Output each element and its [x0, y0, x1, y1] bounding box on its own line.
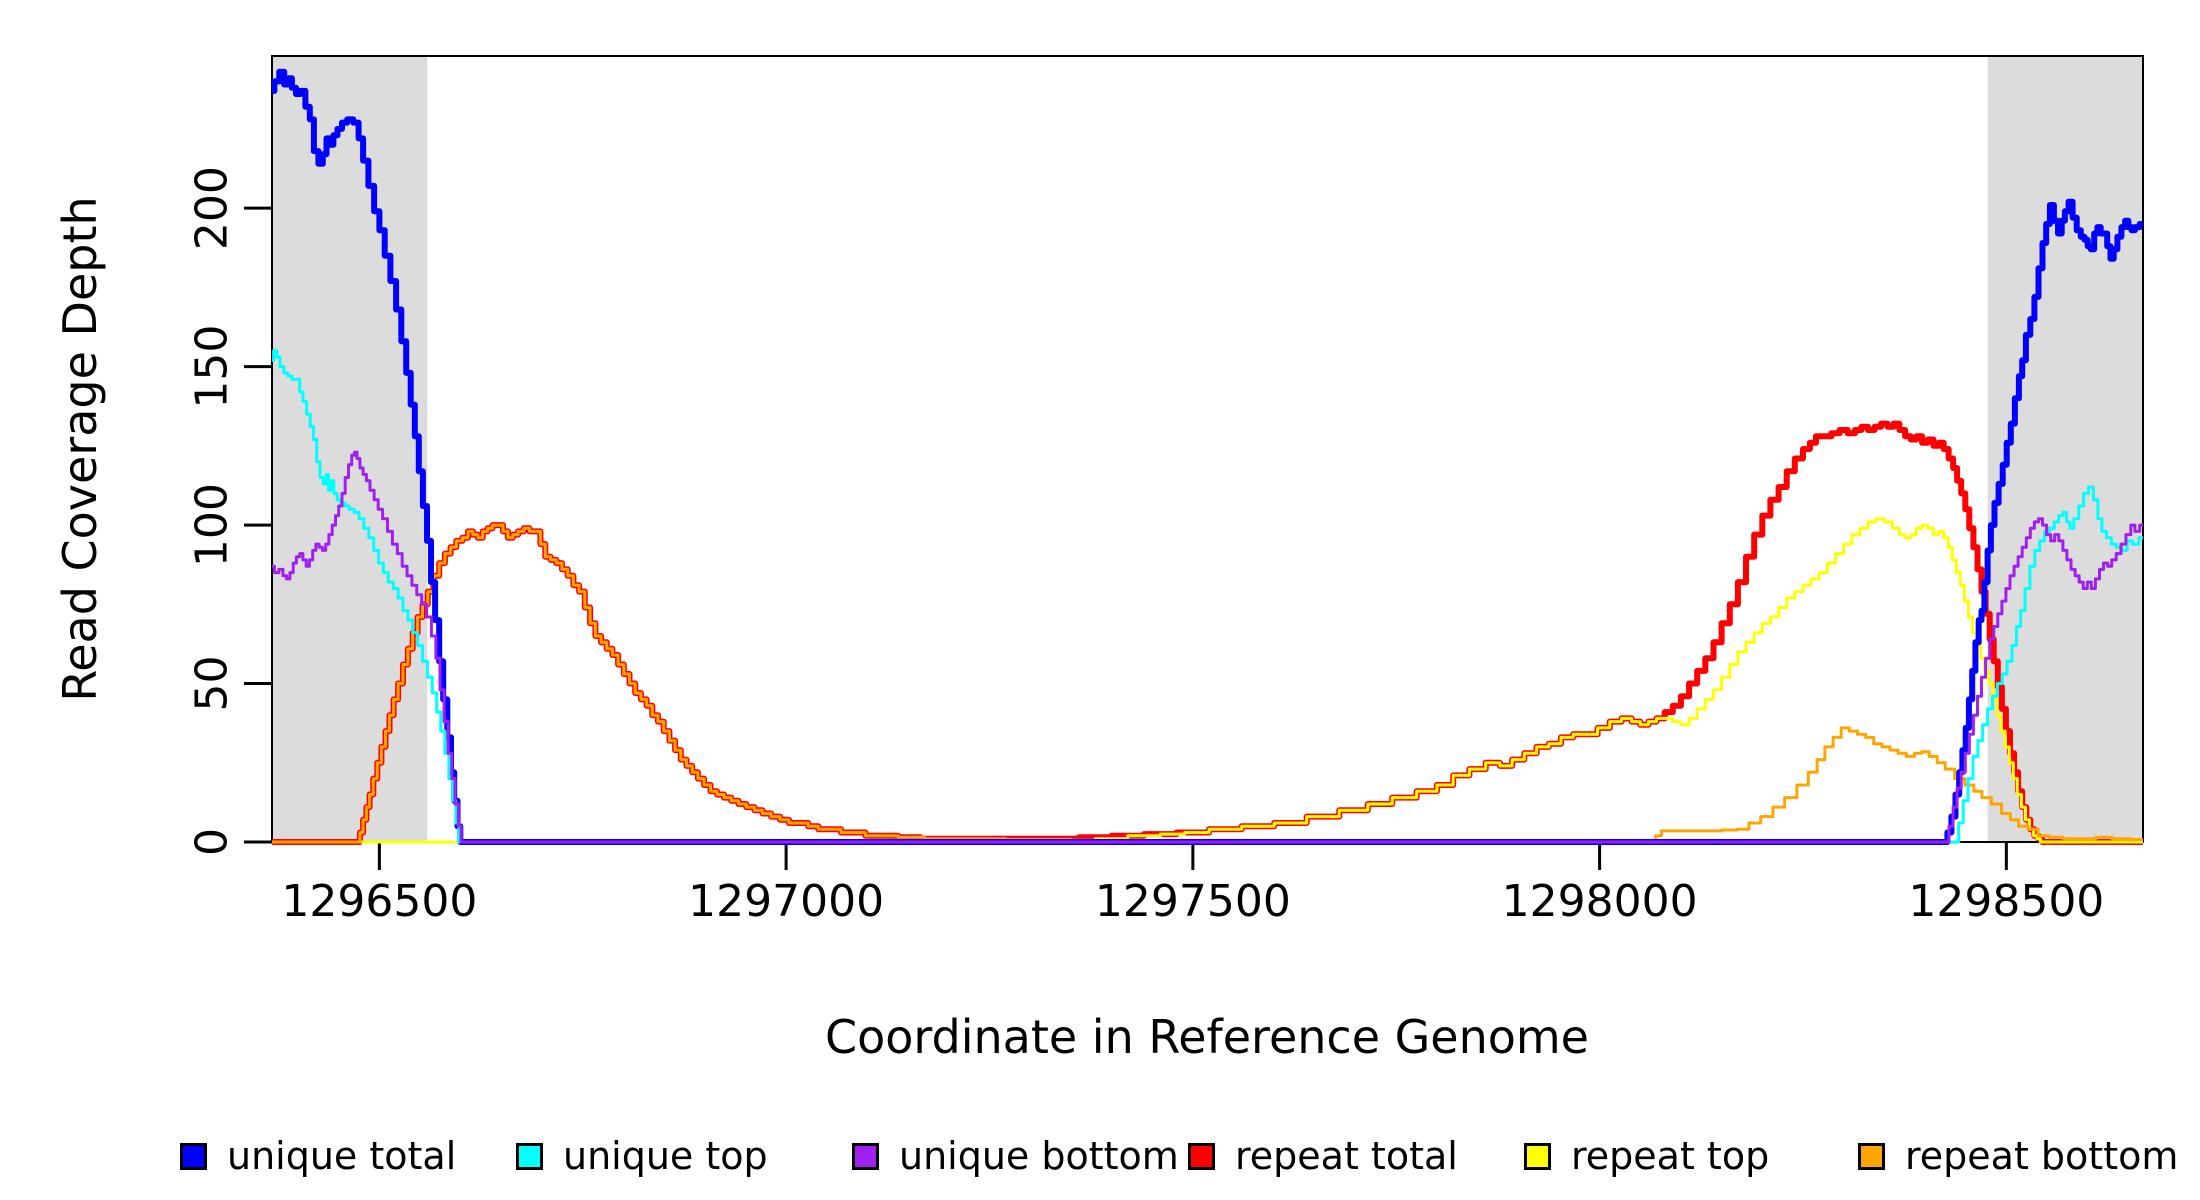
legend-label: repeat top [1571, 1134, 1770, 1178]
series-unique-total [271, 68, 2143, 845]
plot-border [271, 55, 2144, 843]
legend-item-unique-bottom: unique bottom [852, 1128, 1179, 1184]
right-gray-band [1987, 57, 2143, 841]
legend-swatch-repeat-total [1188, 1142, 1215, 1170]
legend-item-unique-total: unique total [180, 1128, 456, 1184]
legend-swatch-repeat-top [1524, 1142, 1551, 1170]
y-tick-label: 50 [187, 656, 238, 712]
series-repeat-total [272, 420, 2143, 845]
legend-item-repeat-bottom: repeat bottom [1858, 1128, 2178, 1184]
series-repeat-top [272, 517, 2143, 844]
x-tick-label: 1298000 [1502, 876, 1698, 927]
legend-label: repeat total [1235, 1134, 1458, 1178]
legend-swatch-unique-top [516, 1142, 543, 1170]
y-tick-label: 200 [187, 166, 238, 250]
left-gray-band [272, 57, 428, 841]
series-unique-top [272, 349, 2143, 844]
x-axis-title: Coordinate in Reference Genome [825, 1010, 1589, 1064]
series-repeat-bottom [272, 523, 2143, 844]
legend-item-repeat-total: repeat total [1188, 1128, 1458, 1184]
legend-label: unique total [227, 1134, 457, 1178]
legend-item-unique-top: unique top [516, 1128, 768, 1184]
legend-label: unique bottom [899, 1134, 1179, 1178]
legend-label: repeat bottom [1905, 1134, 2179, 1178]
x-tick-label: 1297000 [688, 876, 884, 927]
x-tick-label: 1297500 [1095, 876, 1291, 927]
y-tick-label: 0 [187, 828, 238, 856]
legend-swatch-unique-bottom [852, 1142, 879, 1170]
legend-swatch-unique-total [180, 1142, 207, 1170]
y-tick-label: 100 [187, 483, 238, 567]
x-tick-label: 1298500 [1908, 876, 2104, 927]
legend-swatch-repeat-bottom [1858, 1142, 1885, 1170]
y-axis-title: Read Coverage Depth [53, 196, 107, 702]
legend-label: unique top [563, 1134, 768, 1178]
series-unique-bottom [272, 450, 2143, 844]
legend-item-repeat-top: repeat top [1524, 1128, 1769, 1184]
legend: unique total unique top unique bottom repea… [0, 1128, 2200, 1184]
y-tick-label: 150 [187, 325, 238, 409]
x-tick-label: 1296500 [281, 876, 477, 927]
